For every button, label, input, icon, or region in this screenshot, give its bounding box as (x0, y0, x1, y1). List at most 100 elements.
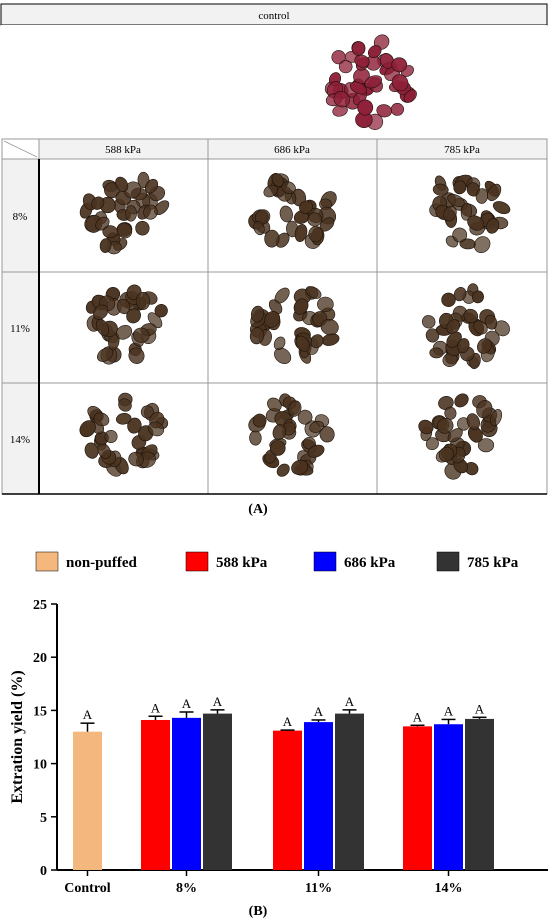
bar-785-kPa-11pct (335, 713, 364, 870)
seed (442, 352, 458, 367)
puffed-seed-pile (248, 173, 337, 249)
seed (281, 181, 296, 194)
seed (273, 336, 286, 350)
puffed-seed-pile (248, 393, 335, 477)
seed (293, 298, 309, 315)
seed (93, 412, 110, 427)
seed (115, 324, 133, 340)
seed (317, 296, 334, 312)
seed (127, 417, 142, 434)
seed (354, 54, 370, 68)
significance-letter: A (182, 696, 192, 711)
seed (472, 290, 484, 304)
legend-swatch (185, 551, 209, 572)
seed (460, 202, 473, 221)
seed (310, 334, 324, 349)
y-tick-label: 0 (40, 864, 47, 879)
y-tick-label: 15 (33, 704, 47, 719)
seed (438, 446, 454, 462)
bar-686-kPa-8pct (172, 717, 201, 870)
seed (250, 305, 265, 323)
seed (307, 444, 325, 458)
seed (447, 428, 463, 443)
puffed-seed-pile (79, 392, 169, 477)
y-axis-label: Extration yield (%) (9, 670, 26, 803)
significance-letter: A (413, 709, 423, 724)
seed (425, 437, 439, 451)
row-label-8: 8% (13, 211, 28, 223)
seed (272, 424, 287, 441)
seed (288, 400, 302, 417)
seed (446, 319, 460, 334)
seed (128, 451, 144, 467)
seed (133, 327, 150, 343)
seed (295, 335, 310, 352)
legend-label: 785 kPa (467, 555, 519, 571)
seed (453, 287, 467, 302)
legend-label: 686 kPa (344, 555, 396, 571)
col-label-785: 785 kPa (444, 144, 480, 156)
seed (333, 91, 350, 108)
seed (95, 216, 110, 231)
grid-row-headers: 8% 11% 14% (1, 158, 40, 495)
seed (125, 205, 137, 222)
bar-686-kPa-11pct (304, 722, 333, 870)
seed (351, 41, 366, 56)
seed (473, 320, 488, 335)
seed (104, 429, 118, 443)
seed (484, 314, 498, 330)
seed (349, 81, 367, 95)
seed (477, 338, 492, 354)
seed (294, 224, 308, 242)
seed (302, 436, 316, 450)
seed (403, 89, 417, 103)
seed (466, 413, 480, 430)
seed (144, 178, 159, 194)
seed (367, 45, 382, 59)
legend-label: non-puffed (66, 555, 138, 571)
x-tick-label: 14% (435, 881, 463, 896)
seed (490, 409, 503, 427)
x-tick-label: Control (64, 881, 111, 896)
seed (252, 413, 267, 428)
y-tick-label: 20 (33, 651, 47, 666)
seed (477, 438, 495, 453)
seed (421, 315, 436, 329)
seed (279, 205, 293, 223)
bar-686-kPa-14pct (434, 724, 463, 870)
seed (467, 215, 485, 231)
bar-588-kPa-8pct (141, 719, 170, 870)
panel-b-caption: (B) (249, 904, 268, 919)
significance-letter: A (475, 701, 485, 716)
bar-588-kPa-11pct (273, 730, 302, 870)
chart-legend: non-puffed 588 kPa 686 kPa 785 kPa (35, 551, 519, 572)
row-header-8 (1, 158, 40, 273)
significance-letter: A (213, 694, 223, 709)
seed (147, 421, 165, 437)
y-tick-label: 5 (40, 811, 47, 826)
seed (452, 227, 468, 243)
seed (135, 220, 150, 236)
seed (457, 338, 470, 354)
significance-letter: A (444, 703, 454, 718)
seed (297, 409, 313, 425)
seed (364, 75, 382, 89)
seed (376, 104, 392, 118)
significance-letter: A (283, 714, 293, 729)
y-tick-label: 25 (33, 598, 47, 613)
seed (454, 393, 469, 408)
seed (443, 205, 457, 222)
grid-image-cells (38, 158, 548, 495)
seed (432, 183, 449, 196)
bar-non-puffed-Control (73, 731, 102, 870)
col-label-588: 588 kPa (105, 144, 141, 156)
seed (84, 442, 99, 459)
puffed-seed-pile (249, 286, 340, 364)
row-header-11 (1, 271, 40, 384)
seed (263, 184, 278, 198)
control-image-cell (1, 25, 547, 137)
bar-785-kPa-8pct (203, 713, 232, 870)
seed (320, 319, 339, 336)
seed (268, 299, 283, 315)
